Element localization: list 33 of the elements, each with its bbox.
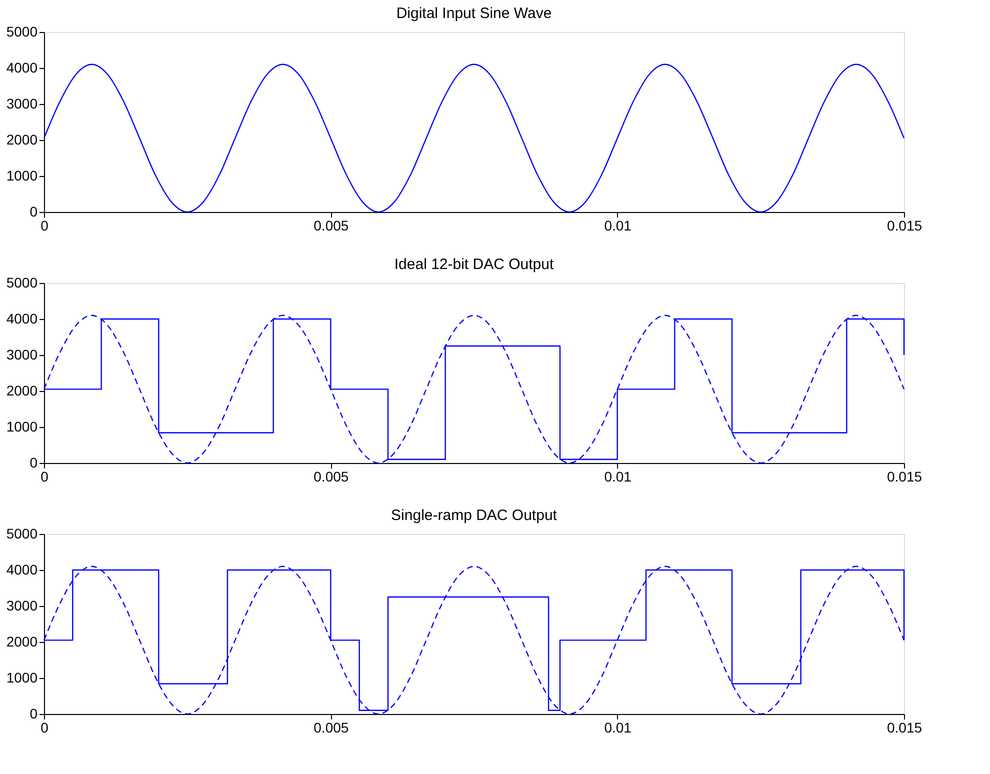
- x-tick-label: 0.015: [886, 218, 922, 234]
- y-tick-label: 0: [30, 454, 38, 470]
- y-tick-label: 2000: [6, 382, 38, 398]
- x-tick-label: 0.01: [604, 468, 632, 484]
- y-tick-label: 1000: [6, 168, 38, 184]
- x-tick-label: 0.01: [604, 218, 632, 234]
- x-tick-label: 0.005: [314, 720, 349, 736]
- y-tick-label: 1000: [6, 418, 38, 434]
- y-tick-label: 0: [30, 706, 38, 722]
- y-tick-label: 1000: [6, 670, 38, 686]
- y-tick-label: 2000: [6, 132, 38, 148]
- y-tick-label: 5000: [6, 24, 38, 40]
- y-tick-label: 3000: [6, 346, 38, 362]
- x-tick-label: 0.015: [886, 468, 922, 484]
- y-tick-label: 2000: [6, 634, 38, 650]
- x-tick-label: 0.005: [314, 218, 349, 234]
- x-tick-label: 0.005: [314, 468, 349, 484]
- chart-title: Digital Input Sine Wave: [396, 5, 552, 22]
- x-tick-label: 0: [40, 468, 49, 484]
- y-tick-label: 5000: [6, 274, 38, 290]
- y-tick-label: 4000: [6, 562, 38, 578]
- x-tick-label: 0.01: [604, 720, 632, 736]
- y-tick-label: 4000: [6, 60, 38, 76]
- x-tick-label: 0: [40, 720, 49, 736]
- y-tick-label: 3000: [6, 598, 38, 614]
- y-tick-label: 4000: [6, 310, 38, 326]
- x-tick-label: 0: [40, 218, 49, 234]
- y-tick-label: 0: [30, 204, 38, 220]
- chart-title: Ideal 12-bit DAC Output: [394, 256, 554, 273]
- y-tick-label: 3000: [6, 96, 38, 112]
- chart-title: Single-ramp DAC Output: [391, 507, 558, 524]
- y-tick-label: 5000: [6, 526, 38, 542]
- x-tick-label: 0.015: [886, 720, 922, 736]
